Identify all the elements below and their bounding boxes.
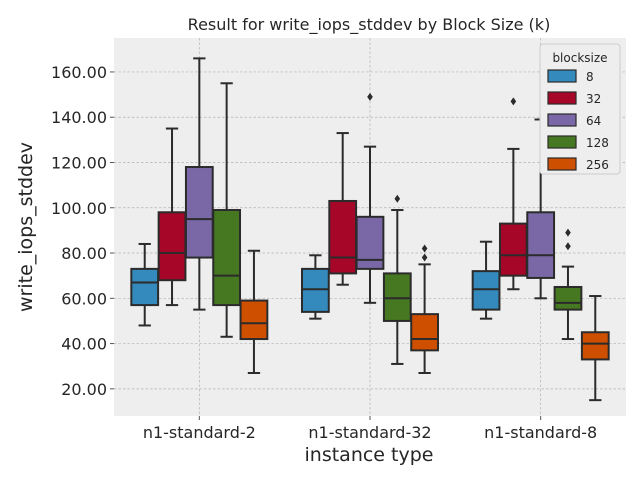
box-iqr <box>526 211 556 279</box>
legend-title: blocksize <box>552 51 607 65</box>
box-64-n1-standard-2 <box>184 57 214 311</box>
box-layer <box>130 57 610 402</box>
y-tick-label: 60.00 <box>61 289 107 308</box>
legend-label: 128 <box>586 136 609 150</box>
outlier-point <box>565 228 571 237</box>
box-64-n1-standard-32 <box>355 92 385 304</box>
legend-items: 8 32 64 128 256 <box>547 69 609 172</box>
box-256-n1-standard-2 <box>239 249 269 374</box>
box-iqr <box>130 267 160 307</box>
legend-label: 32 <box>586 92 601 106</box>
legend-label: 8 <box>586 70 594 84</box>
box-iqr <box>157 211 187 282</box>
x-tick-label: n1-standard-2 <box>143 423 256 442</box>
box-8-n1-standard-2 <box>130 242 160 327</box>
box-iqr <box>471 270 501 311</box>
chart-title: Result for write_iops_stddev by Block Si… <box>188 15 551 35</box>
box-iqr <box>328 199 358 275</box>
legend-swatch <box>547 69 577 83</box>
outlier-point <box>421 244 428 253</box>
box-iqr <box>382 272 412 322</box>
box-iqr <box>410 313 439 352</box>
box-128-n1-standard-2 <box>212 82 242 338</box>
box-iqr <box>184 166 214 259</box>
box-32-n1-standard-2 <box>157 127 187 307</box>
box-iqr <box>239 299 269 341</box>
box-iqr <box>498 222 528 277</box>
legend-swatch <box>547 91 577 105</box>
box-32-n1-standard-32 <box>328 132 358 286</box>
legend-swatch <box>547 135 577 149</box>
box-iqr <box>553 285 583 311</box>
y-tick-label: 40.00 <box>61 335 107 354</box>
legend-label: 64 <box>586 114 601 128</box>
x-tick-label: n1-standard-8 <box>484 423 597 442</box>
box-8-n1-standard-8 <box>471 240 501 320</box>
box-iqr <box>212 209 242 307</box>
y-tick-label: 120.00 <box>51 153 107 172</box>
y-tick-label: 20.00 <box>61 380 107 399</box>
outlier-point <box>510 97 517 106</box>
box-128-n1-standard-32 <box>382 194 412 365</box>
legend: blocksize 8 32 64 128 256 <box>539 43 621 175</box>
outlier-point <box>421 253 428 262</box>
legend-label: 256 <box>586 158 609 172</box>
outlier-point <box>565 242 571 251</box>
box-128-n1-standard-8 <box>553 228 583 341</box>
box-iqr <box>301 267 330 313</box>
y-tick-label: 140.00 <box>51 108 107 127</box>
outlier-point <box>394 194 401 203</box>
box-iqr <box>580 331 610 361</box>
outlier-point <box>367 92 373 101</box>
x-axis-label: instance type <box>305 444 434 466</box>
y-tick-label: 80.00 <box>61 244 107 263</box>
axis-layer: 20.00 40.00 60.00 80.00 100.00 120.00 140.00 16… <box>51 63 597 442</box>
legend-swatch <box>547 157 577 171</box>
y-tick-label: 100.00 <box>51 199 107 218</box>
box-256-n1-standard-32 <box>410 244 439 374</box>
legend-swatch <box>547 113 577 127</box>
x-tick-label: n1-standard-32 <box>308 423 431 442</box>
box-iqr <box>355 215 385 270</box>
y-axis-label: write_iops_stddev <box>15 142 37 312</box>
box-8-n1-standard-32 <box>301 254 330 320</box>
box-256-n1-standard-8 <box>580 295 610 402</box>
y-tick-label: 160.00 <box>51 63 107 82</box>
